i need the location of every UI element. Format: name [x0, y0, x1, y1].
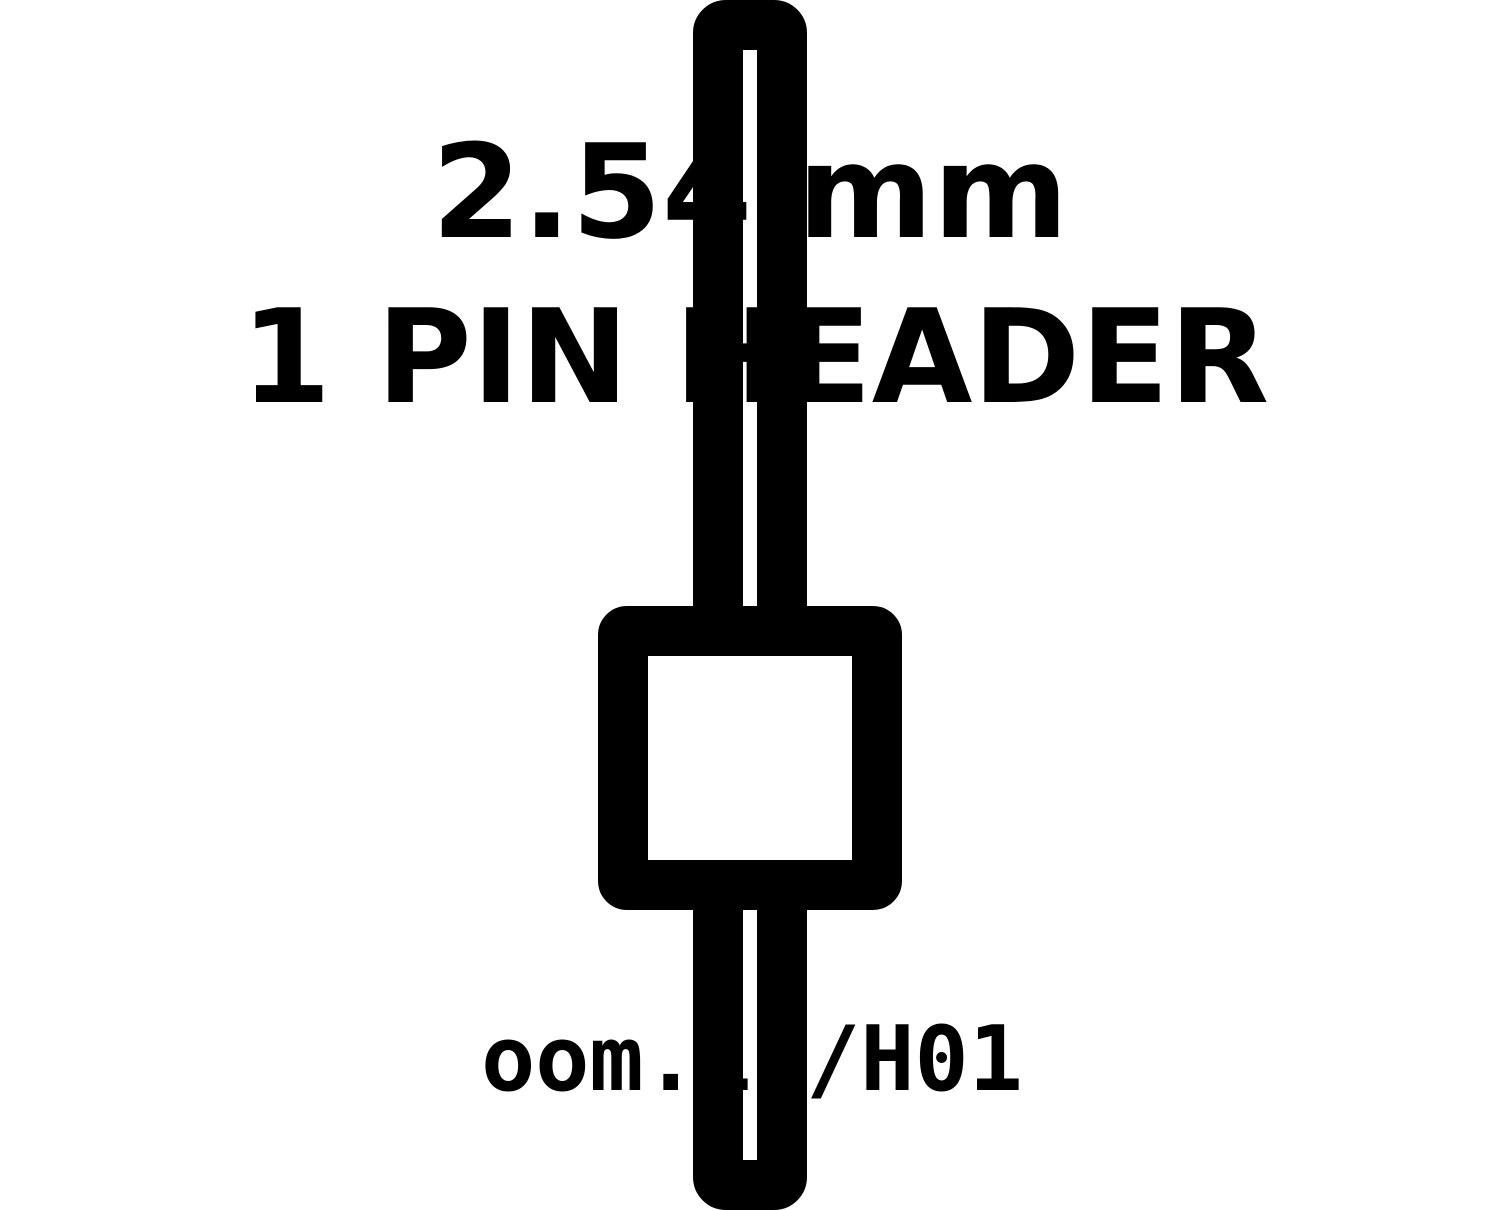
body-fill [623, 631, 877, 885]
header-pin [693, 0, 807, 1210]
body-outline [598, 606, 902, 910]
title-line-2: 1 PIN HEADER [241, 281, 1269, 433]
title-line-1: 2.54 mm [432, 116, 1069, 268]
part-code: oom.1 /H01 [481, 1007, 1023, 1112]
pin-outline [693, 0, 807, 1210]
header-body [598, 606, 902, 910]
